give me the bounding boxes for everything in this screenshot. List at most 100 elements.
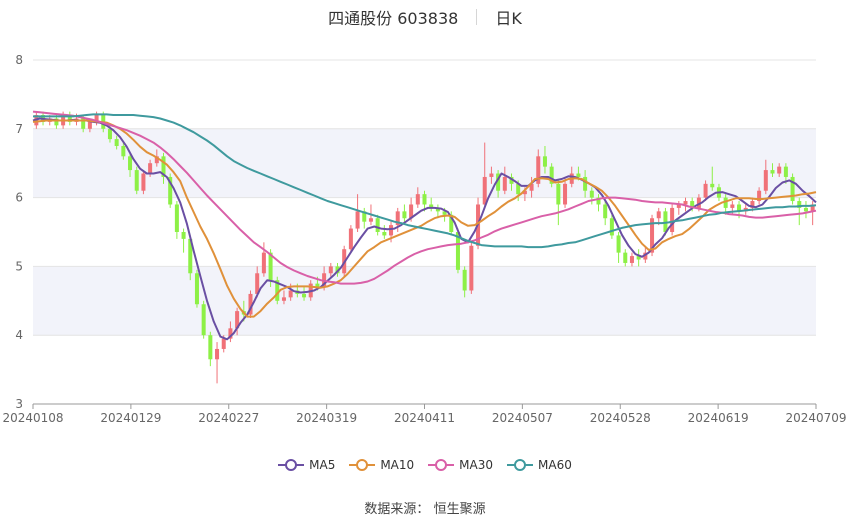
x-tick-label: 20240319 [296, 411, 357, 425]
candle-body [462, 269, 467, 291]
x-tick-label: 20240709 [785, 411, 846, 425]
candle-body [255, 273, 260, 294]
series-line-ma30 [32, 110, 817, 285]
candle-body [730, 204, 735, 208]
candle-body [623, 252, 628, 263]
legend-marker [428, 459, 455, 471]
candle-body [723, 197, 728, 208]
chart-legend: MA5 MA10 MA30 MA60 [0, 458, 850, 472]
y-tick-label: 4 [15, 328, 23, 342]
data-source: 数据来源： 恒生聚源 [0, 498, 850, 517]
candle-body [656, 211, 661, 219]
candle-body [215, 348, 220, 360]
candle-body [790, 176, 795, 202]
legend-marker [507, 459, 534, 471]
data-source-label: 数据来源： [364, 502, 430, 517]
candle-body [355, 211, 360, 229]
candle-body [402, 211, 407, 219]
candle-body [389, 225, 394, 236]
x-tick-label: 20240227 [198, 411, 259, 425]
candle-body [435, 207, 440, 212]
x-tick-label: 20240528 [590, 411, 651, 425]
candle-body [489, 173, 494, 177]
series-line-ma60 [33, 113, 817, 249]
candle-body [650, 218, 655, 253]
candle-body [536, 156, 541, 184]
legend-item-ma30[interactable]: MA30 [428, 458, 493, 472]
candle-body [87, 121, 92, 129]
x-tick-label: 20240129 [100, 411, 161, 425]
candle-body [690, 201, 695, 208]
candle-body [395, 211, 400, 226]
candle-body [368, 218, 373, 222]
candle-body [496, 173, 501, 191]
candle-body [643, 252, 648, 260]
legend-item-ma10[interactable]: MA10 [349, 458, 414, 472]
candle-body [429, 204, 434, 208]
candle-body [482, 176, 487, 205]
candle-body [415, 194, 420, 205]
candle-body [529, 183, 534, 191]
legend-marker [349, 459, 376, 471]
candle-body [589, 190, 594, 198]
candle-body [67, 115, 72, 122]
candle-body [409, 204, 414, 219]
candle-body [107, 128, 112, 140]
candle-body [275, 280, 280, 301]
legend-marker [278, 459, 305, 471]
candle-body [449, 214, 454, 232]
legend-label: MA60 [538, 458, 572, 472]
candle-body [670, 207, 675, 232]
legend-item-ma60[interactable]: MA60 [507, 458, 572, 472]
candle-body [763, 170, 768, 191]
candle-body [770, 170, 775, 174]
candle-body [382, 232, 387, 236]
series-line-ma5 [32, 117, 817, 341]
candle-body [542, 156, 547, 167]
candle-body [281, 297, 286, 301]
candle-body [616, 235, 621, 253]
candle-body [603, 204, 608, 219]
candle-body [194, 273, 199, 305]
candle-body [315, 283, 320, 288]
y-tick-label: 6 [15, 191, 23, 205]
candle-body [221, 338, 226, 349]
candle-body [302, 293, 307, 298]
candle-body [737, 204, 742, 212]
candle-body [348, 228, 353, 250]
candle-body [683, 201, 688, 205]
candle-body [188, 238, 193, 274]
candle-body [168, 176, 173, 205]
candle-body [663, 211, 668, 232]
candle-body [235, 311, 240, 329]
legend-item-ma5[interactable]: MA5 [278, 458, 335, 472]
candle-body [141, 173, 146, 191]
candle-body [629, 256, 634, 263]
legend-label: MA10 [380, 458, 415, 472]
candle-body [777, 166, 782, 174]
y-tick-label: 7 [15, 122, 23, 136]
x-tick-label: 20240411 [394, 411, 455, 425]
period-tab[interactable]: 日K [495, 9, 522, 28]
y-tick-label: 3 [15, 397, 23, 411]
candle-body [516, 183, 521, 195]
grid-band [33, 266, 816, 336]
candle-body [134, 170, 139, 191]
candle-body [710, 183, 715, 188]
x-tick-label: 20240507 [492, 411, 553, 425]
candle-body [583, 176, 588, 191]
candle-body [54, 118, 59, 126]
candle-body [328, 266, 333, 274]
y-tick-label: 5 [15, 259, 23, 273]
candle-body [522, 190, 527, 195]
candle-body [609, 218, 614, 236]
x-tick-label: 20240108 [2, 411, 63, 425]
data-source-provider: 恒生聚源 [433, 502, 486, 517]
candle-body [502, 176, 507, 191]
candle-body [208, 335, 213, 360]
candle-body [810, 204, 815, 212]
candle-body [636, 256, 641, 260]
candle-body [261, 252, 266, 274]
candle-body [248, 293, 253, 315]
